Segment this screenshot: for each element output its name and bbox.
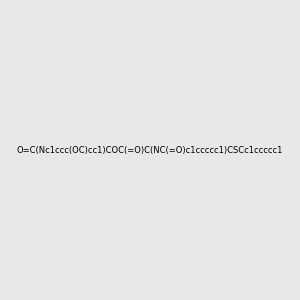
Text: O=C(Nc1ccc(OC)cc1)COC(=O)C(NC(=O)c1ccccc1)CSCc1ccccc1: O=C(Nc1ccc(OC)cc1)COC(=O)C(NC(=O)c1ccccc… (17, 146, 283, 154)
